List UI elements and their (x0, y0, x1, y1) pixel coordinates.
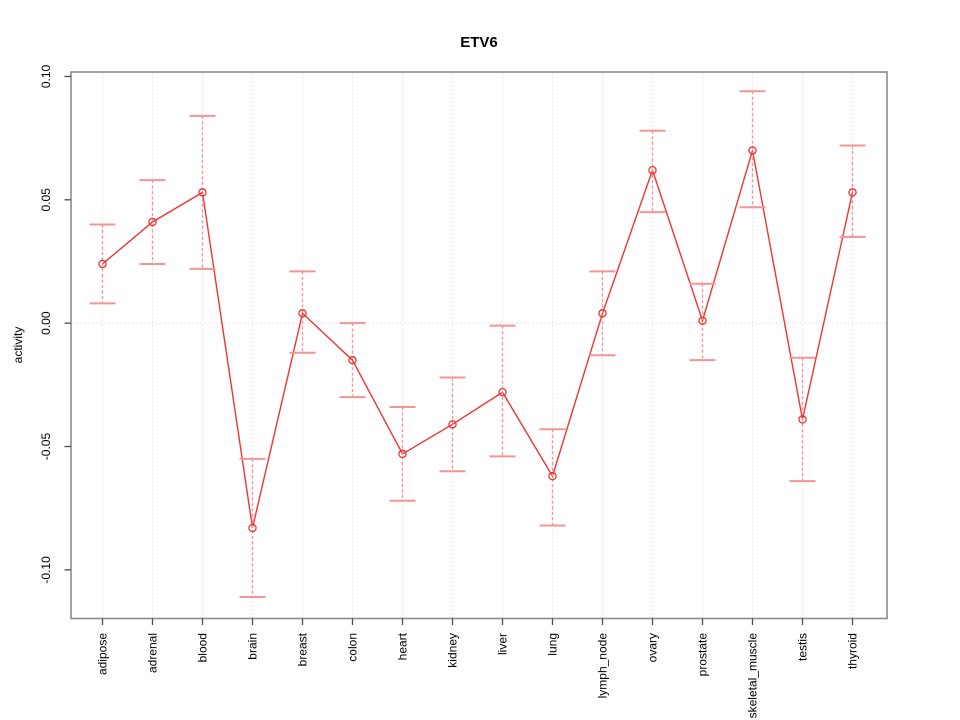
data-point (648, 165, 657, 175)
data-point (798, 415, 807, 424)
data-point (498, 388, 507, 397)
data-point (448, 420, 457, 429)
x-tick-label: skeletal_muscle (746, 633, 760, 719)
data-point (398, 449, 407, 459)
data-point (298, 309, 307, 318)
data-point (548, 471, 557, 481)
x-tick-label: lung (546, 633, 560, 656)
y-tick-label: 0.10 (39, 64, 53, 88)
grid-layer (72, 73, 886, 618)
plot-box (70, 71, 888, 620)
data-point (348, 355, 357, 365)
x-tick-label: lymph_node (596, 633, 610, 699)
data-point (598, 309, 607, 318)
data-point (198, 188, 207, 197)
y-tick-label: 0.00 (39, 311, 53, 335)
series-line (102, 150, 854, 529)
x-tick-label: kidney (446, 633, 460, 668)
y-tick-label: 0.05 (39, 188, 53, 212)
y-tick-label: -0.05 (39, 433, 53, 461)
y-axis-label: activity (11, 327, 25, 364)
x-tick-label: testis (796, 633, 810, 661)
x-tick-label: adipose (96, 633, 110, 675)
x-tick-label: brain (246, 633, 260, 660)
data-point (698, 316, 707, 325)
data-point (148, 217, 157, 227)
data-point (848, 188, 857, 197)
series-layer (89, 90, 866, 599)
x-tick-label: prostate (696, 633, 710, 677)
data-point (748, 146, 757, 155)
x-tick-label: colon (346, 633, 360, 662)
x-tick-label: breast (296, 632, 310, 666)
x-tick-label: adrenal (146, 633, 160, 673)
x-tick-label: ovary (646, 633, 660, 662)
x-tick-label: liver (496, 633, 510, 655)
x-tick-label: heart (396, 632, 410, 660)
x-tick-label: blood (196, 633, 210, 662)
data-point (248, 523, 257, 533)
chart-title: ETV6 (460, 34, 498, 51)
y-tick-label: -0.10 (39, 556, 53, 584)
axis-layer: 0.10 0.05 0.00 -0.05 -0.10 adipose adrenal bloo… (39, 64, 888, 719)
data-point (98, 259, 107, 269)
x-tick-label: thyroid (846, 633, 860, 669)
